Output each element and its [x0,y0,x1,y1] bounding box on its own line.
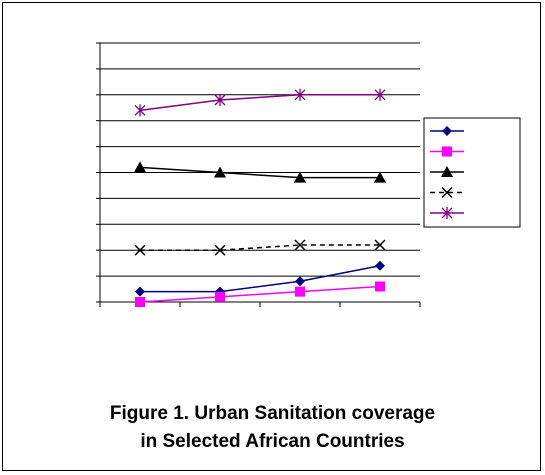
line-chart [96,42,521,307]
data-point [134,161,146,173]
legend-marker [442,126,452,136]
data-point [134,244,146,256]
legend-marker [441,166,453,177]
legend-marker [442,146,452,157]
series-line-3 [139,166,380,179]
data-point [374,239,386,251]
series-line-4 [140,244,380,251]
data-point [214,93,226,106]
data-point [375,260,385,271]
legend-marker [441,207,453,219]
data-point [294,171,306,183]
data-point [375,281,385,292]
data-point [215,291,225,302]
figure-frame [2,2,541,471]
data-point [294,239,306,251]
data-point [295,276,305,287]
series-line-1 [140,265,381,293]
data-point [294,88,306,101]
legend-marker [441,186,453,199]
data-point [374,171,386,183]
data-point [214,244,226,256]
data-point [135,297,145,307]
caption-line-1: Figure 1. Urban Sanitation coverage [109,403,436,424]
data-point [214,166,226,178]
series-line-5 [139,94,380,112]
figure-caption: Figure 1. Urban Sanitation coverage in S… [0,400,545,456]
data-point [134,104,146,117]
data-point [135,286,145,297]
series-line-2 [139,285,381,303]
data-point [295,286,305,297]
caption-line-2: in Selected African Countries [140,431,405,452]
data-point [374,88,386,101]
